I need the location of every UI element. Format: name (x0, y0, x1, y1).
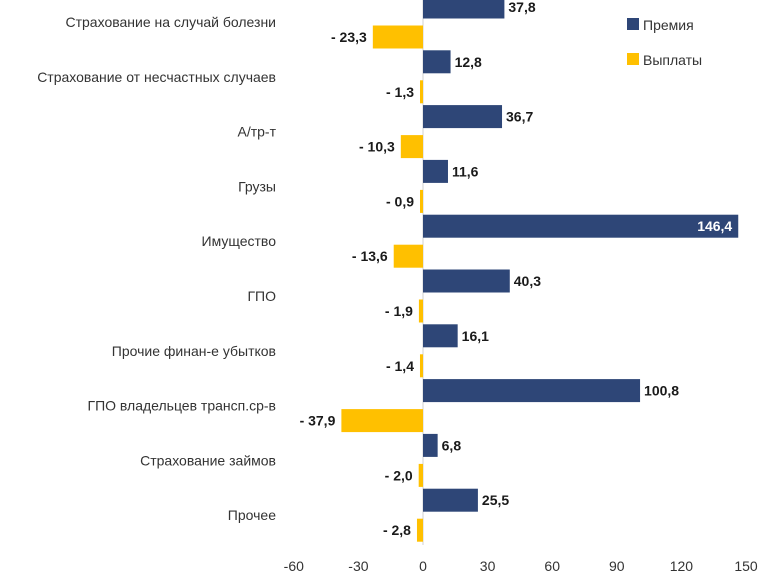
data-label-payout: - 1,4 (386, 358, 414, 374)
x-tick-label: 150 (734, 558, 758, 574)
data-labels: 37,8 - 23,3 12,8 - 1,3 36,7 - 10,3 11,6 - 0,9 14… (300, 0, 733, 538)
category-label: ГПО владельцев трансп.ср-в (88, 398, 277, 414)
bar-premium (423, 214, 739, 238)
x-tick-label: 60 (544, 558, 560, 574)
data-label-premium: 146,4 (697, 218, 732, 234)
bar-payout (341, 409, 423, 433)
data-label-payout: - 2,8 (383, 522, 411, 538)
bar-payout (418, 299, 423, 323)
bar-payout (419, 354, 423, 378)
data-label-premium: 12,8 (455, 54, 482, 70)
category-label: Прочее (228, 507, 276, 523)
legend-label: Выплаты (643, 52, 702, 68)
legend-swatch (627, 53, 639, 65)
data-label-premium: 37,8 (508, 0, 535, 15)
legend-swatch (627, 18, 639, 30)
data-label-premium: 100,8 (644, 383, 679, 399)
bar-premium (423, 379, 641, 403)
category-labels: Страхование на случай болезни Страхование… (37, 14, 276, 523)
bar-premium (423, 159, 448, 183)
data-label-payout: - 1,9 (385, 303, 413, 319)
x-tick-label: 30 (480, 558, 496, 574)
bar-payout (420, 189, 423, 213)
category-label: Имущество (202, 233, 277, 249)
x-tick-label: -60 (284, 558, 304, 574)
data-label-premium: 6,8 (442, 437, 462, 453)
data-label-payout: - 10,3 (359, 139, 395, 155)
x-tick-label: 120 (670, 558, 694, 574)
bar-premium (423, 50, 451, 74)
bar-payout (416, 518, 423, 542)
bar-premium (423, 269, 510, 293)
bar-premium (423, 105, 503, 129)
category-label: Прочие финан-е убытков (112, 343, 276, 359)
bar-payout (400, 135, 423, 159)
bar-payout (372, 25, 423, 49)
legend: Премия Выплаты (627, 17, 702, 68)
category-label: Страхование на случай болезни (66, 14, 277, 30)
bar-payout (420, 80, 423, 104)
bar-payout (393, 244, 423, 268)
data-label-premium: 25,5 (482, 492, 509, 508)
data-label-premium: 11,6 (452, 163, 479, 179)
category-label: Страхование займов (140, 452, 276, 468)
data-label-premium: 16,1 (462, 328, 489, 344)
x-tick-label: 90 (609, 558, 625, 574)
data-label-payout: - 13,6 (352, 248, 388, 264)
data-label-premium: 36,7 (506, 109, 533, 125)
category-label: ГПО (247, 288, 276, 304)
category-label: Грузы (238, 178, 276, 194)
bar-premium (423, 433, 438, 457)
x-tick-label: 0 (419, 558, 427, 574)
data-label-payout: - 23,3 (331, 29, 367, 45)
data-label-premium: 40,3 (514, 273, 541, 289)
data-label-payout: - 37,9 (300, 413, 336, 429)
data-label-payout: - 2,0 (385, 467, 413, 483)
bar-premium (423, 488, 478, 512)
bar-premium (423, 324, 458, 348)
category-label: Страхование от несчастных случаев (37, 69, 276, 85)
legend-label: Премия (643, 17, 694, 33)
data-label-payout: - 1,3 (386, 84, 414, 100)
category-label: А/тр-т (238, 124, 277, 140)
bar-payout (418, 463, 423, 487)
data-label-payout: - 0,9 (386, 193, 414, 209)
bar-premium (423, 0, 505, 19)
bars-group (341, 0, 739, 542)
x-tick-label: -30 (348, 558, 368, 574)
x-axis-ticks: -60 -30 0 30 60 90 120 150 (284, 558, 758, 574)
